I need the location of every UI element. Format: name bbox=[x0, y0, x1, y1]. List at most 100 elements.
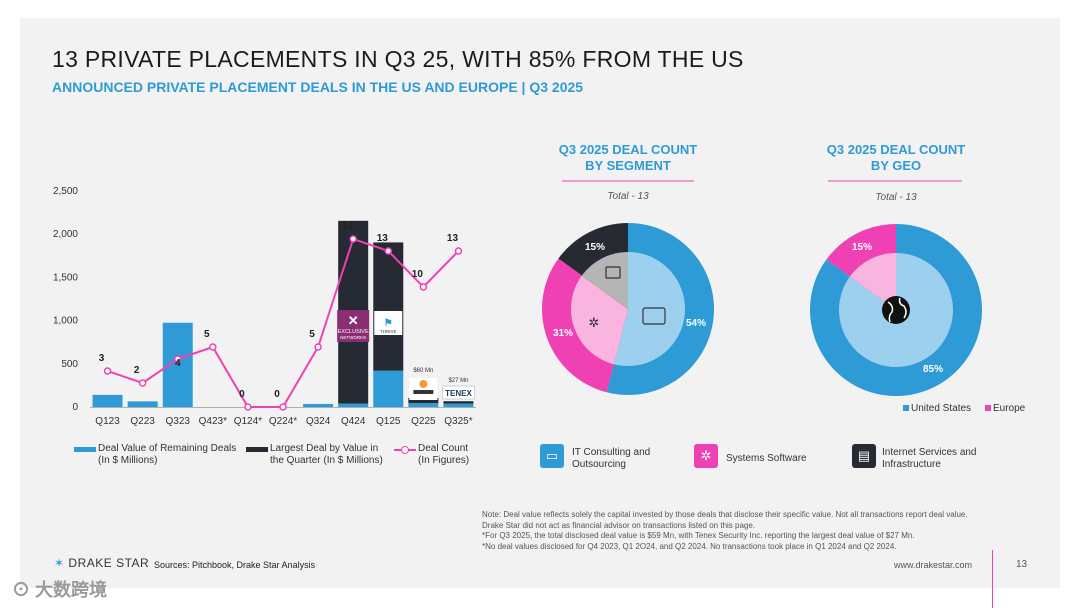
deal-count-label: 13 bbox=[447, 233, 459, 244]
deal-count-point bbox=[138, 379, 147, 387]
legend-it-consulting: IT Consulting and Outsourcing bbox=[572, 447, 650, 471]
legend-swatch-largest bbox=[246, 447, 268, 452]
deal-count-point bbox=[454, 247, 463, 255]
bar-remaining-Q424 bbox=[338, 403, 369, 407]
legend-systems-software: Systems Software bbox=[726, 453, 807, 464]
thrive-logo-mark: ⚑ bbox=[384, 318, 393, 329]
note-line-2: Drake Star did not act as financial advi… bbox=[482, 520, 756, 530]
legend-inet-line1: Internet Services and bbox=[882, 447, 977, 458]
x-tick-label: Q424 bbox=[341, 416, 366, 427]
legend-count-line1: Deal Count bbox=[418, 443, 469, 454]
website-link[interactable]: www.drakestar.com bbox=[894, 560, 973, 570]
thrive-logo-text: THRIVE bbox=[380, 329, 397, 334]
x-tick-label: Q123 bbox=[95, 416, 120, 427]
q225-logo bbox=[409, 378, 438, 400]
page-subtitle: ANNOUNCED PRIVATE PLACEMENT DEALS IN THE… bbox=[52, 79, 584, 95]
bar-remaining-Q223 bbox=[127, 401, 158, 407]
segment-slice-label: 54% bbox=[686, 318, 706, 329]
deal-count-label: 0 bbox=[274, 389, 280, 400]
note-line-3: *For Q3 2025, the total disclosed deal v… bbox=[482, 531, 915, 540]
geo-chart-title-1: Q3 2025 DEAL COUNT bbox=[827, 142, 966, 157]
note-line-1: Note: Deal value reflects solely the cap… bbox=[482, 510, 968, 519]
x-tick-label: Q325* bbox=[444, 416, 472, 427]
legend-largest-line1: Largest Deal by Value in bbox=[270, 443, 379, 454]
y-tick-label: 1,000 bbox=[53, 316, 78, 327]
tenex-logo-text: TENEX bbox=[445, 389, 472, 398]
x-tick-label: Q423* bbox=[199, 416, 227, 427]
software-icon: ✲ bbox=[589, 316, 600, 331]
exclusive-networks-logo bbox=[337, 310, 370, 342]
legend-inet-line2: Infrastructure bbox=[882, 459, 941, 470]
legend-largest-deal: Largest Deal by Value in the Quarter (In… bbox=[270, 443, 383, 467]
x-tick-label: Q324 bbox=[306, 416, 331, 427]
y-tick-label: 2,500 bbox=[53, 186, 78, 197]
deal-count-label: 0 bbox=[239, 389, 245, 400]
legend-largest-line2: the Quarter (In $ Millions) bbox=[270, 455, 383, 466]
y-tick-label: 500 bbox=[61, 359, 78, 370]
legend-it-line1: IT Consulting and bbox=[572, 447, 651, 458]
deal-count-point bbox=[279, 403, 287, 411]
page-number: 13 bbox=[1016, 559, 1028, 570]
bar-remaining-Q324 bbox=[303, 403, 334, 407]
y-tick-label: 0 bbox=[72, 402, 78, 413]
page-title: 13 PRIVATE PLACEMENTS IN Q3 25, WITH 85%… bbox=[52, 46, 744, 72]
legend-remaining-line1: Deal Value of Remaining Deals bbox=[98, 443, 237, 454]
segment-chart-title-1: Q3 2025 DEAL COUNT bbox=[559, 142, 698, 157]
q225-logo-bar bbox=[413, 390, 434, 394]
x-tick-label: Q323 bbox=[165, 416, 190, 427]
deal-count-label: 5 bbox=[309, 329, 315, 340]
deal-count-label: 10 bbox=[412, 269, 424, 280]
bar-remaining-Q325* bbox=[443, 403, 474, 407]
deal-count-label: 5 bbox=[204, 329, 210, 340]
segment-slice-label: 31% bbox=[553, 328, 573, 339]
deal-count-point bbox=[419, 283, 428, 291]
segment-slice-label: 15% bbox=[585, 242, 605, 253]
bar-remaining-Q225 bbox=[408, 403, 439, 407]
drake-star-logo: ✶ DRAKE STAR bbox=[54, 556, 149, 570]
deal-count-label: 13 bbox=[377, 233, 389, 244]
geo-chart-title-2: BY GEO bbox=[871, 158, 921, 173]
segment-chart-title-2: BY SEGMENT bbox=[585, 158, 671, 173]
deal-count-line bbox=[107, 237, 460, 408]
bar-largest-Q125 bbox=[373, 242, 404, 371]
x-tick-label: Q223 bbox=[130, 416, 155, 427]
legend-remaining-line2: (In $ Millions) bbox=[98, 455, 158, 466]
legend-europe: Europe bbox=[993, 403, 1026, 414]
y-tick-label: 2,000 bbox=[53, 229, 78, 240]
deal-count-point bbox=[103, 367, 112, 375]
watermark-icon: ⊙ bbox=[12, 580, 30, 600]
deal-count-label: 3 bbox=[99, 353, 105, 364]
deal-count-point bbox=[349, 235, 357, 243]
footnotes: Note: Deal value reflects solely the cap… bbox=[482, 510, 1042, 552]
server-icon bbox=[605, 266, 621, 279]
segment-slice-inner bbox=[571, 275, 628, 365]
geo-slice-label: 15% bbox=[852, 242, 872, 253]
legend-united-states: United States bbox=[911, 403, 972, 414]
segment-total: Total - 13 bbox=[607, 191, 649, 202]
it-consulting-icon: ▭ bbox=[540, 444, 564, 468]
exclusive-networks-logo-mark: ✕ bbox=[348, 313, 359, 328]
legend-internet-services: Internet Services and Infrastructure bbox=[882, 447, 977, 471]
logo-text: DRAKE STAR bbox=[68, 556, 150, 570]
sources: Sources: Pitchbook, Drake Star Analysis bbox=[154, 560, 316, 570]
x-tick-label: Q124* bbox=[234, 416, 262, 427]
tenex-logo bbox=[442, 385, 475, 400]
star-icon: ✶ bbox=[54, 556, 65, 570]
segment-slice-inner bbox=[613, 252, 685, 366]
watermark-text: 大数跨境 bbox=[35, 580, 108, 600]
value-annotation: $27 Mn bbox=[448, 378, 468, 384]
exclusive-logo-text: EXCLUSIVE bbox=[338, 329, 369, 335]
geo-total: Total - 13 bbox=[875, 192, 917, 203]
watermark: ⊙ 大数跨境 bbox=[12, 576, 107, 602]
deal-count-label: 2 bbox=[134, 365, 140, 376]
legend-swatch-remaining bbox=[74, 447, 96, 452]
globe-icon-detail bbox=[887, 297, 907, 323]
systems-software-icon: ✲ bbox=[694, 444, 718, 468]
legend-swatch-count-dot bbox=[401, 446, 409, 454]
legend-it-line2: Outsourcing bbox=[572, 459, 626, 470]
x-tick-label: Q224* bbox=[269, 416, 297, 427]
segment-slice-inner bbox=[581, 252, 628, 309]
deal-count-label: 4 bbox=[175, 358, 181, 369]
y-tick-label: 1,500 bbox=[53, 272, 78, 283]
